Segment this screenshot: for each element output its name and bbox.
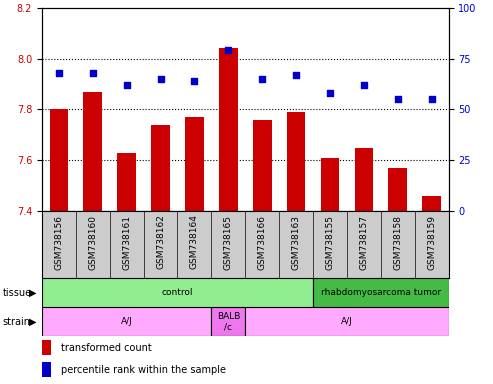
Text: transformed count: transformed count: [61, 343, 151, 353]
Bar: [354, 147, 373, 211]
Point: [55, 70, 63, 76]
Text: ▶: ▶: [29, 316, 36, 327]
Bar: [42, 278, 313, 307]
Bar: [388, 168, 407, 211]
Text: rhabdomyosarcoma tumor: rhabdomyosarcoma tumor: [321, 288, 441, 297]
Text: GSM738161: GSM738161: [122, 215, 131, 270]
Text: control: control: [162, 288, 193, 297]
Bar: [42, 341, 51, 354]
Text: percentile rank within the sample: percentile rank within the sample: [61, 366, 226, 376]
Bar: [42, 362, 51, 377]
Text: A/J: A/J: [121, 317, 133, 326]
Point: [292, 72, 300, 78]
Point: [258, 76, 266, 82]
Bar: [83, 92, 102, 211]
Bar: [313, 278, 449, 307]
Bar: [219, 48, 238, 211]
Bar: [117, 153, 136, 211]
Bar: [211, 307, 245, 336]
Text: GSM738157: GSM738157: [359, 215, 368, 270]
Text: GSM738158: GSM738158: [393, 215, 402, 270]
Text: GSM738160: GSM738160: [88, 215, 97, 270]
Text: GSM738166: GSM738166: [258, 215, 267, 270]
Text: GSM738164: GSM738164: [190, 215, 199, 270]
Point: [428, 96, 436, 103]
Text: GSM738165: GSM738165: [224, 215, 233, 270]
Bar: [320, 158, 339, 211]
Bar: [287, 112, 306, 211]
Point: [394, 96, 402, 103]
Bar: [253, 120, 272, 211]
Text: GSM738155: GSM738155: [325, 215, 335, 270]
Bar: [245, 307, 449, 336]
Point: [123, 82, 131, 88]
Point: [157, 76, 165, 82]
Text: GSM738163: GSM738163: [291, 215, 301, 270]
Point: [326, 90, 334, 96]
Text: GSM738162: GSM738162: [156, 215, 165, 270]
Text: GSM738156: GSM738156: [54, 215, 64, 270]
Point: [89, 70, 97, 76]
Text: BALB
/c: BALB /c: [216, 312, 240, 331]
Text: strain: strain: [2, 316, 31, 327]
Text: ▶: ▶: [29, 288, 36, 298]
Text: GSM738159: GSM738159: [427, 215, 436, 270]
Point: [360, 82, 368, 88]
Bar: [42, 307, 211, 336]
Point: [190, 78, 198, 84]
Bar: [151, 125, 170, 211]
Text: tissue: tissue: [2, 288, 32, 298]
Bar: [49, 109, 68, 211]
Text: A/J: A/J: [341, 317, 353, 326]
Bar: [423, 196, 441, 211]
Bar: [185, 117, 204, 211]
Point: [224, 47, 232, 53]
